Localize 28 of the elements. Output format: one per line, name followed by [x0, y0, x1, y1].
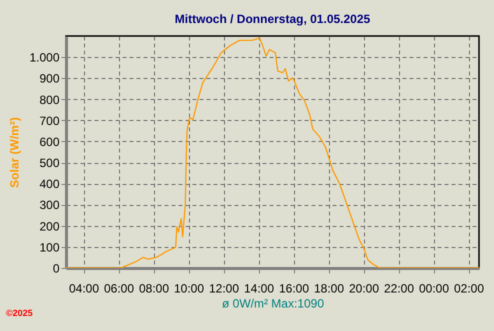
chart-title: Mittwoch / Donnerstag, 01.05.2025	[174, 12, 371, 26]
x-tick-label: 16:00	[278, 282, 310, 296]
y-tick-label: 500	[39, 156, 60, 170]
line-series	[66, 38, 479, 268]
x-axis-title: ø 0W/m² Max:1090	[222, 296, 324, 310]
x-tick-label: 20:00	[348, 282, 380, 296]
x-tick-label: 18:00	[314, 282, 344, 296]
text: ©2025	[6, 308, 33, 318]
x-tick-label: 22:00	[384, 282, 414, 296]
x-tick-label: 02:00	[454, 282, 484, 296]
y-tick-label: 900	[39, 72, 60, 86]
y-tick-label: 700	[39, 114, 60, 128]
y-tick-label: 0	[52, 262, 60, 276]
y-tick-label: 1.000	[29, 50, 60, 65]
x-tick-label: 10:00	[174, 282, 204, 296]
x-tick-label: 12:00	[208, 282, 240, 296]
x-tick-label: 04:00	[68, 282, 100, 296]
y-axis-title: Solar (W/m²)	[7, 117, 22, 188]
y-tick-label: 300	[39, 198, 60, 212]
x-tick-label: 00:00	[418, 282, 450, 296]
y-tick-label: 100	[39, 240, 60, 254]
x-tick-label: 06:00	[104, 282, 134, 296]
y-tick-label: 400	[39, 177, 60, 192]
x-tick-label: 08:00	[138, 282, 170, 296]
y-tick-label: 200	[39, 219, 60, 234]
y-tick-label: 800	[39, 92, 60, 107]
x-tick-label: 14:00	[244, 282, 274, 296]
y-tick-label: 600	[39, 134, 60, 149]
